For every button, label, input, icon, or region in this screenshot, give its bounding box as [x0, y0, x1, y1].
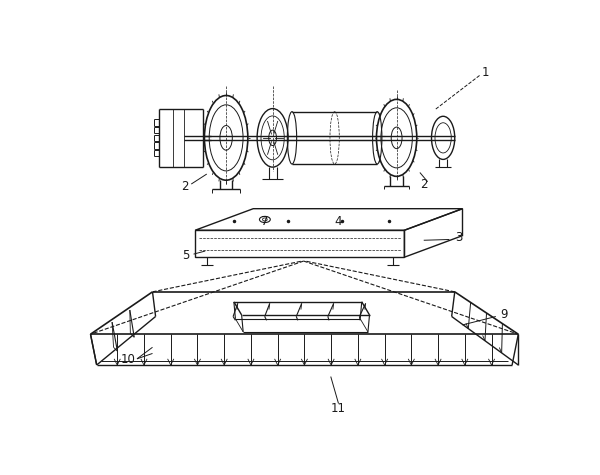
Text: 10: 10	[120, 353, 135, 366]
Text: 2: 2	[420, 178, 427, 190]
Text: 11: 11	[331, 402, 346, 416]
Text: 4: 4	[335, 215, 342, 228]
Text: 3: 3	[455, 231, 463, 245]
Text: 9: 9	[500, 308, 508, 322]
Text: 7: 7	[261, 215, 269, 228]
Text: 2: 2	[181, 180, 189, 193]
Text: 1: 1	[482, 66, 490, 79]
Text: 5: 5	[182, 249, 190, 262]
